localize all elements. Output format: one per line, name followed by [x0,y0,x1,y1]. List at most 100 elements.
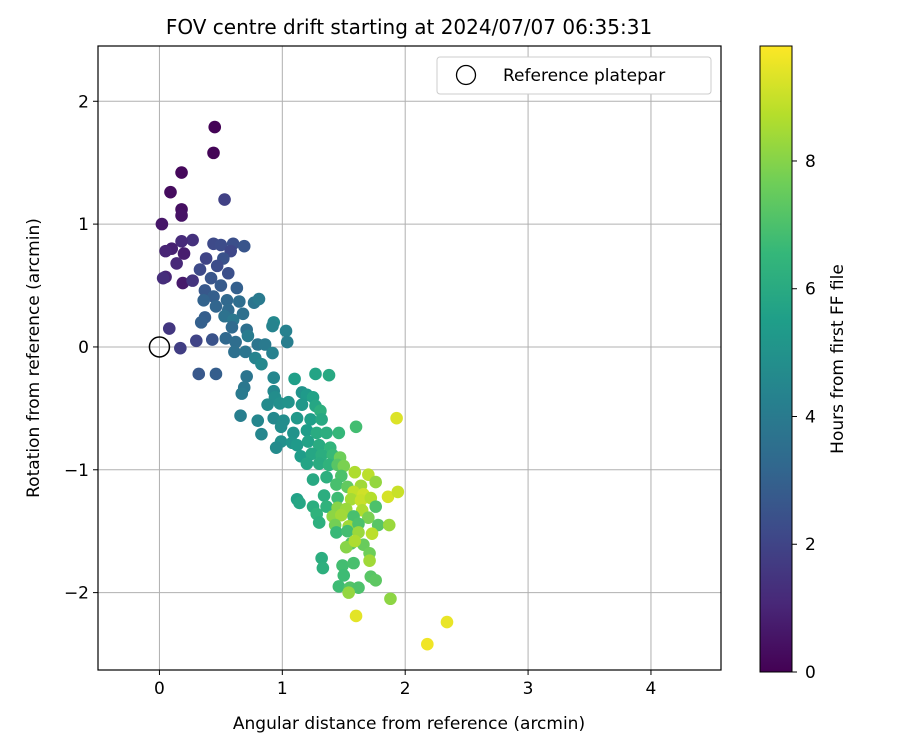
x-tick-label: 2 [400,679,411,699]
data-point [240,370,253,383]
data-point [337,459,351,473]
data-point [349,420,363,434]
data-point [170,257,183,270]
grid [98,46,721,670]
data-point [239,345,252,359]
data-point [266,319,279,333]
data-point [316,561,330,575]
data-point [348,465,362,479]
data-point [354,494,368,507]
data-point [304,413,317,426]
y-axis-ticks: −2 −1 0 1 2 [64,92,98,604]
data-point [204,271,218,285]
data-point [320,426,333,440]
data-point [175,166,188,179]
data-point [174,341,187,355]
data-point [214,279,228,292]
data-point [344,492,358,506]
data-point [330,526,343,539]
data-point [369,500,383,513]
data-point [301,435,315,448]
data-point [322,368,336,382]
data-point [312,438,326,452]
reference-platepar-marker [148,336,171,358]
data-point [234,409,247,423]
data-point [237,239,251,253]
data-point [156,271,170,285]
reference-layer [148,336,171,358]
data-point [332,580,346,593]
data-point [312,516,326,529]
data-point [193,263,207,276]
data-point [266,346,279,360]
data-point [290,411,304,425]
data-point [218,193,231,206]
data-point [209,367,223,381]
data-point [369,574,383,587]
data-point [336,559,349,572]
data-point [288,372,301,386]
y-tick-label: 2 [78,92,89,112]
data-point [241,329,255,343]
data-point [306,473,320,486]
data-point [255,427,268,441]
data-point [236,307,250,321]
data-point [162,322,176,335]
data-point [208,120,222,134]
data-point [348,534,362,548]
data-point [352,581,365,595]
data-point [315,551,328,565]
data-point [290,438,304,452]
data-point [330,478,343,491]
colorbar-tick-label: 0 [805,663,816,683]
data-point [175,209,188,222]
colorbar-tick-label: 4 [805,407,816,427]
data-point [210,259,224,273]
data-point [320,500,333,513]
data-point [199,252,213,265]
x-axis-ticks: 0 1 2 3 4 [154,670,656,699]
data-point [220,293,234,307]
data-point [233,295,246,308]
data-point [317,489,331,502]
data-point [382,518,396,532]
colorbar-tick-label: 8 [805,152,816,172]
data-point [342,586,355,599]
data-point [335,508,348,522]
data-point [369,475,383,489]
data-point [347,556,360,570]
data-point [219,332,233,345]
data-point [287,426,300,440]
data-points [155,120,454,651]
colorbar-tick-label: 2 [805,535,816,555]
y-tick-label: 0 [78,338,89,358]
data-point [381,490,395,504]
data-point [363,554,376,567]
data-point [390,411,403,425]
data-point [331,491,344,505]
data-point [337,569,351,582]
colorbar-ticks: 0 2 4 6 8 [792,152,816,683]
data-point [332,426,346,440]
data-point [261,398,274,411]
data-point [214,238,228,252]
data-point [267,371,281,384]
data-point [177,247,191,260]
data-point [279,324,293,338]
data-point [267,411,281,425]
data-point [274,420,288,434]
x-axis-label: Angular distance from reference (arcmin) [233,714,585,734]
data-point [300,457,314,470]
y-tick-label: −2 [64,584,89,604]
plot-frame [97,45,722,671]
legend-label: Reference platepar [503,66,665,86]
colorbar-label: Hours from first FF file [828,264,848,454]
data-point [320,470,333,484]
data-point [207,290,220,303]
data-point [229,335,242,349]
data-point [421,637,434,651]
data-point [310,426,324,440]
data-point [341,524,354,538]
data-point [440,615,454,629]
